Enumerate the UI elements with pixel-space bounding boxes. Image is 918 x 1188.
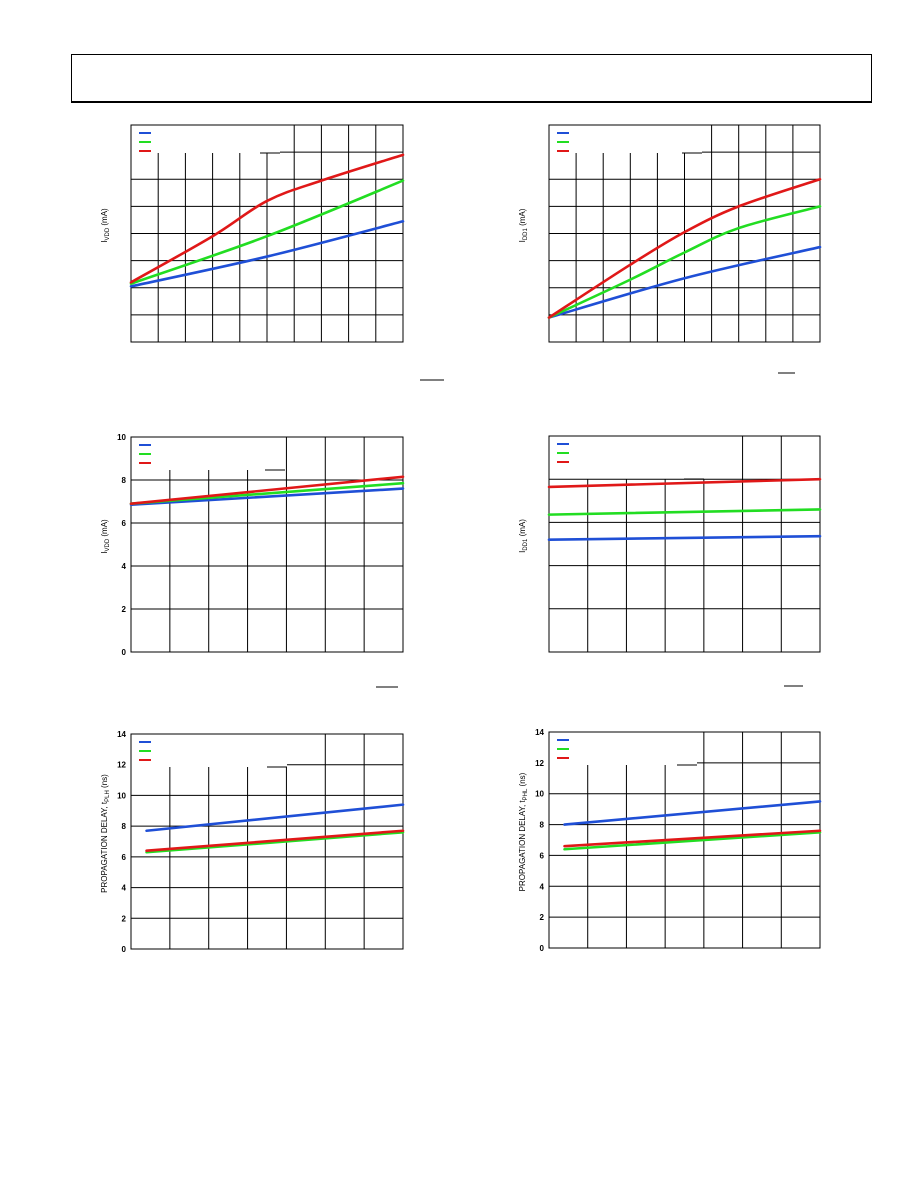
series-line-1 bbox=[547, 245, 822, 319]
y-tick-label: 2 bbox=[540, 913, 545, 922]
chart-4: IDD1 (mA) bbox=[518, 435, 822, 687]
y-tick-label: 2 bbox=[122, 914, 127, 923]
y-tick-label: 8 bbox=[540, 821, 545, 830]
series-line-3 bbox=[129, 153, 405, 284]
y-axis-label: IDD1 (mA) bbox=[518, 208, 529, 242]
y-tick-label: 14 bbox=[117, 730, 126, 739]
plot-frame bbox=[130, 733, 404, 950]
series-line-1 bbox=[145, 803, 405, 833]
y-axis-label: PROPAGATION DELAY, tPHL (ns) bbox=[518, 772, 529, 891]
series-line-2 bbox=[563, 830, 822, 851]
series-line-1 bbox=[129, 219, 405, 288]
y-tick-label: 0 bbox=[122, 648, 127, 657]
y-tick-label: 8 bbox=[122, 476, 127, 485]
plot-frame bbox=[548, 124, 821, 343]
plot-frame bbox=[548, 435, 821, 653]
y-tick-label: 0 bbox=[540, 944, 545, 953]
y-tick-label: 6 bbox=[540, 851, 545, 860]
chart-2: IDD1 (mA) bbox=[518, 124, 822, 374]
y-tick-label: 12 bbox=[535, 759, 544, 768]
series-line-1 bbox=[563, 800, 822, 826]
page-header bbox=[71, 54, 872, 103]
chart-6: 0 2 4 6 8 10 12 14 PROPAGATION DELAY, tPHL (ns) bbox=[518, 728, 822, 953]
series-line-3 bbox=[547, 177, 822, 319]
y-axis-label: IDD1 (mA) bbox=[518, 519, 529, 553]
y-tick-label: 14 bbox=[535, 728, 544, 737]
series-line-3 bbox=[145, 829, 405, 853]
plot-frame bbox=[130, 124, 404, 343]
series-line-3 bbox=[563, 829, 822, 848]
plot-frame bbox=[130, 436, 404, 653]
y-tick-label: 6 bbox=[122, 853, 127, 862]
y-tick-label: 10 bbox=[117, 433, 126, 442]
y-axis-label: IVDD (mA) bbox=[100, 208, 111, 243]
chart-1: IVDD (mA) bbox=[100, 124, 444, 381]
series-line-1 bbox=[129, 487, 405, 507]
series-line-2 bbox=[129, 179, 405, 285]
y-tick-label: 2 bbox=[122, 605, 127, 614]
y-tick-label: 4 bbox=[122, 884, 127, 893]
y-axis-label: IVDD (mA) bbox=[100, 519, 111, 554]
y-tick-label: 10 bbox=[535, 790, 544, 799]
plot-frame bbox=[548, 731, 821, 949]
y-tick-label: 12 bbox=[117, 761, 126, 770]
y-tick-label: 10 bbox=[117, 791, 126, 800]
chart-5: 0 2 4 6 8 10 12 14 PROPAGATION DELAY, tPLH (ns) bbox=[100, 730, 405, 954]
series-line-3 bbox=[547, 477, 822, 489]
series-line-1 bbox=[547, 534, 822, 541]
chart-3: 0 2 4 6 8 10 IVDD (mA) bbox=[100, 433, 405, 688]
y-axis-label: PROPAGATION DELAY, tPLH (ns) bbox=[100, 774, 111, 893]
y-tick-label: 6 bbox=[122, 519, 127, 528]
series-line-2 bbox=[145, 830, 405, 854]
y-tick-label: 8 bbox=[122, 822, 127, 831]
y-tick-label: 4 bbox=[540, 882, 545, 891]
series-line-2 bbox=[547, 508, 822, 516]
series-line-2 bbox=[547, 205, 822, 319]
y-tick-label: 0 bbox=[122, 945, 127, 954]
y-tick-label: 4 bbox=[122, 562, 127, 571]
series-line-3 bbox=[129, 475, 405, 505]
